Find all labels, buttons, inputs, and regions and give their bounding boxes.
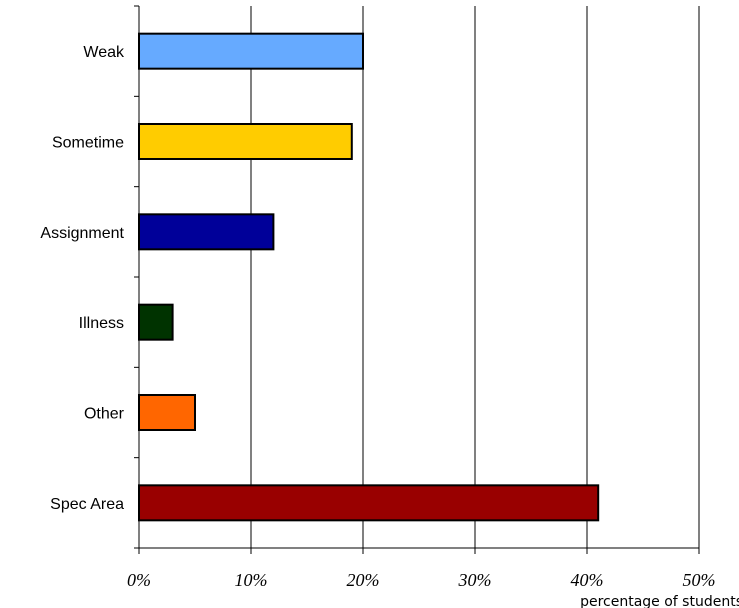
x-tick-label: 0% [127, 570, 151, 590]
category-label: Spec Area [50, 496, 124, 513]
category-label: Other [84, 406, 125, 423]
category-label: Weak [83, 44, 125, 61]
category-label: Assignment [40, 225, 124, 242]
bar-spec-area [138, 484, 600, 522]
category-label: Illness [79, 315, 124, 332]
axes [134, 5, 700, 554]
bar-illness [138, 303, 174, 341]
x-tick-labels: 0% 10% 20% 30% 40% 50% [127, 570, 716, 590]
category-labels: Weak Sometime Assignment Illness Other Spec A… [40, 44, 125, 513]
x-axis-title: percentage of students [580, 594, 739, 608]
x-tick-label: 30% [458, 570, 492, 590]
bar-weak [138, 32, 364, 70]
x-tick-label: 40% [571, 570, 604, 590]
x-tick-label: 50% [683, 570, 716, 590]
x-tick-label: 20% [347, 570, 380, 590]
gridlines [250, 6, 700, 548]
bars [138, 32, 600, 522]
category-label: Sometime [52, 135, 124, 152]
bar-assignment [138, 213, 275, 251]
x-tick-label: 10% [235, 570, 268, 590]
bar-other [138, 394, 196, 431]
bar-sometime [138, 123, 353, 160]
